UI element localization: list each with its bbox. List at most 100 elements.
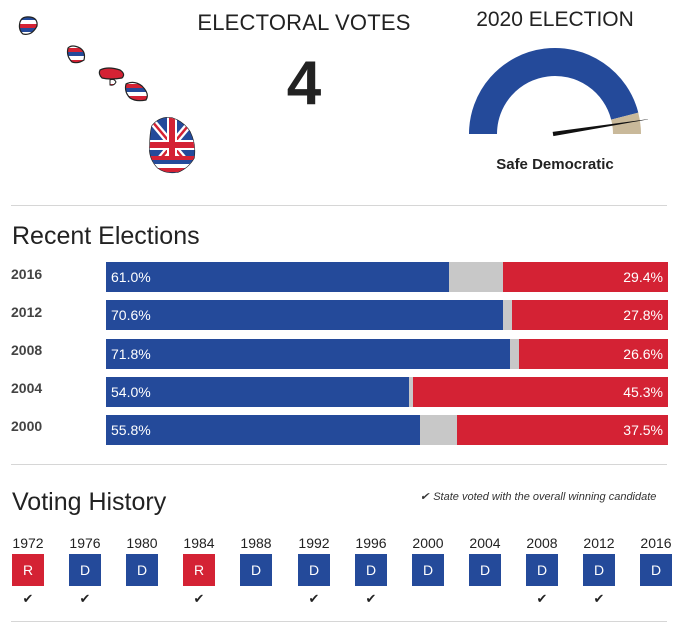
rep-percent-label: 27.8%: [623, 307, 663, 323]
election-label: 2020 ELECTION: [476, 8, 634, 31]
history-year: 1988: [240, 535, 272, 551]
party-badge: R: [183, 554, 215, 586]
history-item: 1980 D: [122, 535, 162, 608]
gauge-democratic-arc: [469, 48, 639, 135]
check-icon: ✔: [593, 591, 605, 606]
rating-gauge: [469, 48, 648, 137]
check-icon: [122, 592, 162, 608]
history-year: 2012: [583, 535, 615, 551]
other-bar-segment: [448, 262, 503, 292]
dem-bar-segment: 61.0%: [106, 262, 449, 292]
rep-percent-label: 37.5%: [623, 422, 663, 438]
dem-percent-label: 55.8%: [111, 422, 151, 438]
winner-legend-text: State voted with the overall winning can…: [433, 490, 657, 503]
divider: [11, 205, 667, 206]
other-bar-segment: [502, 300, 512, 330]
history-year: 2000: [412, 535, 444, 551]
election-bar: 70.6% 27.8%: [106, 300, 668, 330]
party-badge: D: [526, 554, 558, 586]
election-year: 2000: [11, 418, 43, 434]
history-year: 1992: [298, 535, 330, 551]
divider: [11, 621, 667, 622]
history-year: 1996: [355, 535, 387, 551]
gauge-republican-arc: [611, 112, 642, 135]
check-icon: ✔: [536, 591, 548, 606]
dem-percent-label: 61.0%: [111, 269, 151, 285]
other-bar-segment: [509, 339, 519, 369]
dem-bar-segment: 55.8%: [106, 415, 420, 445]
election-bar: 61.0% 29.4%: [106, 262, 668, 292]
check-icon: ✔: [420, 491, 430, 503]
dem-percent-label: 71.8%: [111, 346, 151, 362]
dem-bar-segment: 70.6%: [106, 300, 503, 330]
history-item: 2000 D: [408, 535, 448, 608]
voting-history-title: Voting History: [12, 488, 167, 516]
other-bar-segment: [419, 415, 458, 445]
history-item: 2004 D: [465, 535, 505, 608]
electoral-votes-label: ELECTORAL VOTES: [197, 10, 411, 35]
check-icon: ✔: [193, 591, 205, 606]
party-badge: D: [412, 554, 444, 586]
rating-label: Safe Democratic: [496, 156, 614, 173]
history-year: 1976: [69, 535, 101, 551]
election-year: 2004: [11, 380, 43, 396]
winner-legend: ✔ State voted with the overall winning c…: [420, 490, 657, 504]
history-year: 2008: [526, 535, 558, 551]
divider: [11, 464, 667, 465]
rep-percent-label: 26.6%: [623, 346, 663, 362]
party-badge: D: [240, 554, 272, 586]
history-item: 1992 D ✔: [294, 535, 334, 608]
check-icon: [465, 592, 505, 608]
history-item: 1972 R ✔: [8, 535, 48, 608]
dem-bar-segment: 54.0%: [106, 377, 410, 407]
party-badge: R: [12, 554, 44, 586]
rep-bar-segment: 26.6%: [518, 339, 668, 369]
rep-bar-segment: 45.3%: [413, 377, 668, 407]
check-icon: [408, 592, 448, 608]
election-year: 2008: [11, 342, 43, 358]
history-item: 1976 D ✔: [65, 535, 105, 608]
election-year: 2016: [11, 266, 43, 282]
party-badge: D: [583, 554, 615, 586]
rep-bar-segment: 27.8%: [511, 300, 668, 330]
history-item: 1988 D: [236, 535, 276, 608]
history-item: 2016 D: [636, 535, 675, 608]
history-item: 2008 D ✔: [522, 535, 562, 608]
recent-elections-title: Recent Elections: [12, 222, 200, 250]
party-badge: D: [69, 554, 101, 586]
history-item: 2012 D ✔: [579, 535, 619, 608]
history-year: 1984: [183, 535, 215, 551]
history-item: 1984 R ✔: [179, 535, 219, 608]
voting-history-list: 1972 R ✔ 1976 D ✔ 1980 D 1984 R ✔ 1988 D 1992 D ✔ 1996 D ✔…: [0, 535, 675, 615]
election-year: 2012: [11, 304, 43, 320]
check-icon: ✔: [365, 591, 377, 606]
check-icon: ✔: [79, 591, 91, 606]
electoral-votes-value: 4: [286, 49, 322, 118]
hawaii-flag-map-icon: [18, 16, 196, 174]
history-item: 1996 D ✔: [351, 535, 391, 608]
history-year: 1980: [126, 535, 158, 551]
recent-elections-bars: 61.0% 29.4% 70.6% 27.8% 71.8% 26.6% 54.0% 45.3%…: [106, 262, 668, 446]
gauge-needle: [552, 119, 648, 137]
rep-percent-label: 45.3%: [623, 384, 663, 400]
party-badge: D: [126, 554, 158, 586]
rep-bar-segment: 29.4%: [502, 262, 668, 292]
election-bar: 55.8% 37.5%: [106, 415, 668, 445]
party-badge: D: [298, 554, 330, 586]
dem-percent-label: 54.0%: [111, 384, 151, 400]
dem-percent-label: 70.6%: [111, 307, 151, 323]
check-icon: [236, 592, 276, 608]
party-badge: D: [469, 554, 501, 586]
check-icon: ✔: [22, 591, 34, 606]
election-bar: 71.8% 26.6%: [106, 339, 668, 369]
history-year: 2004: [469, 535, 501, 551]
other-bar-segment: [409, 377, 414, 407]
rep-percent-label: 29.4%: [623, 269, 663, 285]
dem-bar-segment: 71.8%: [106, 339, 510, 369]
check-icon: [636, 592, 675, 608]
history-year: 2016: [640, 535, 672, 551]
history-year: 1972: [12, 535, 44, 551]
election-bar: 54.0% 45.3%: [106, 377, 668, 407]
party-badge: D: [640, 554, 672, 586]
party-badge: D: [355, 554, 387, 586]
